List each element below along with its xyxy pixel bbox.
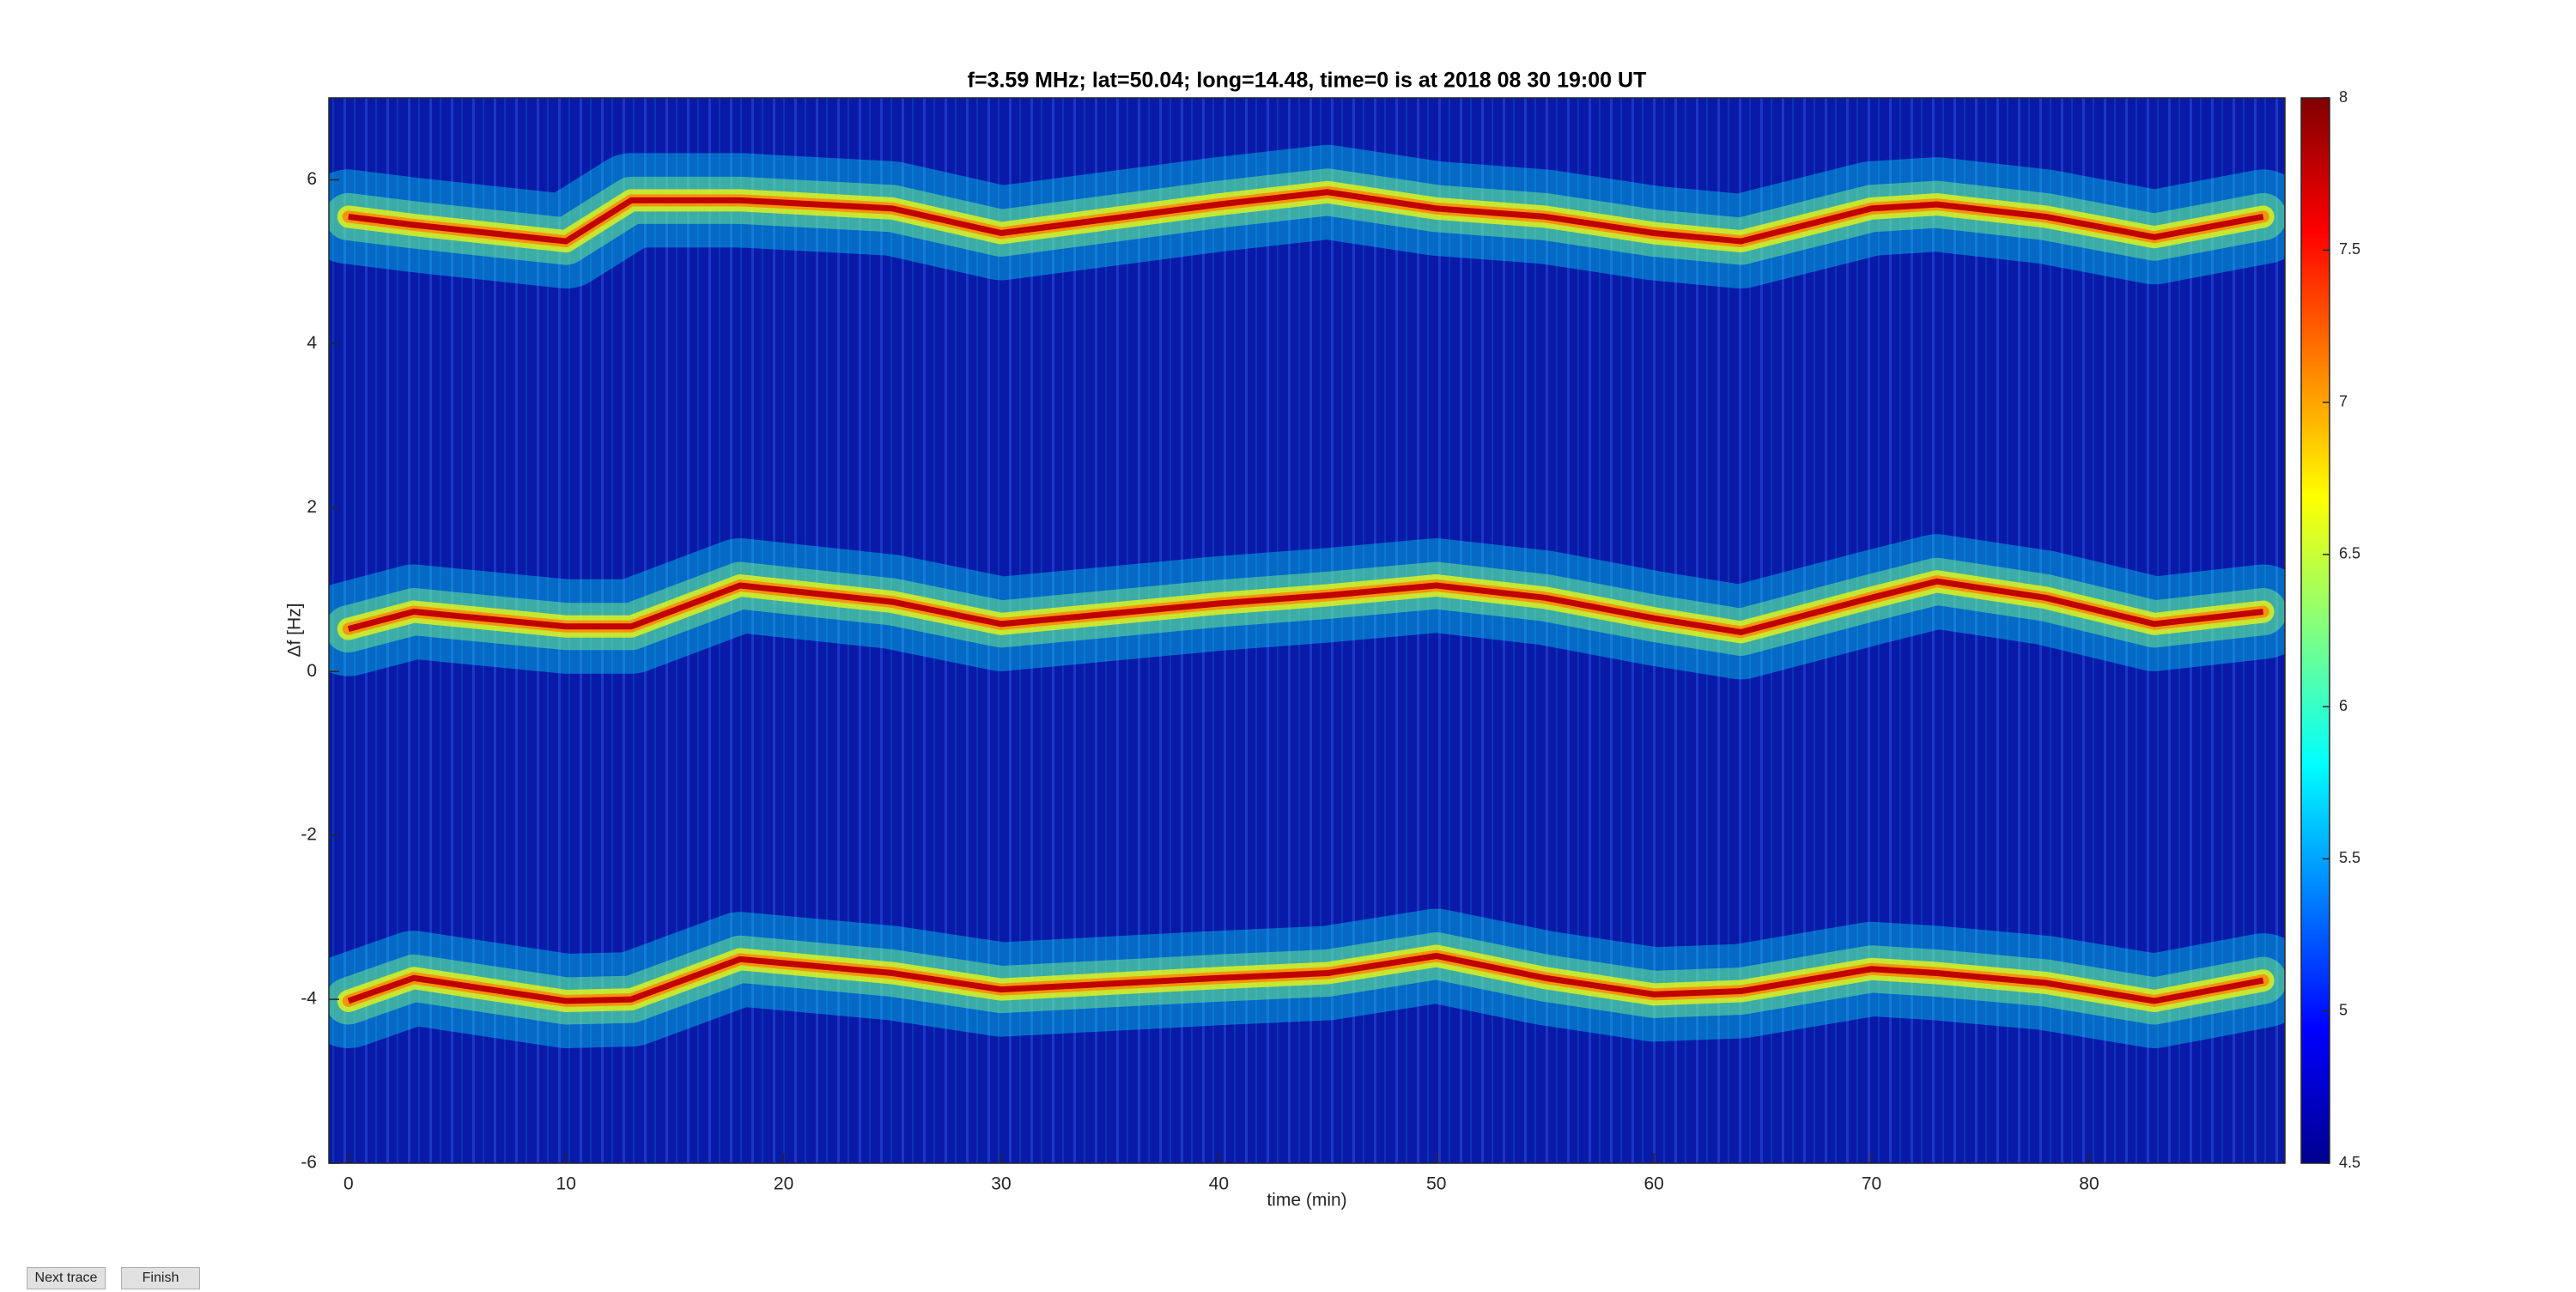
y-tick-label: 4	[307, 333, 317, 353]
x-tick-label: 80	[2079, 1174, 2099, 1194]
y-tick-label: 2	[307, 497, 317, 517]
trace	[347, 578, 2264, 635]
finish-button[interactable]: Finish	[121, 1267, 200, 1289]
colorbar-tick-label: 7	[2339, 392, 2348, 409]
colorbar-tick-label: 5	[2339, 1001, 2348, 1018]
x-tick-label: 0	[343, 1174, 354, 1194]
trace	[348, 189, 2264, 245]
colorbar-tick-label: 5.5	[2339, 849, 2360, 866]
next-trace-button[interactable]: Next trace	[27, 1267, 106, 1289]
x-tick-label: 20	[774, 1174, 793, 1194]
traces	[329, 144, 2285, 1048]
x-axis-label: time (min)	[1267, 1191, 1346, 1210]
y-tick-label: -2	[301, 825, 317, 845]
x-tick-label: 50	[1426, 1174, 1446, 1194]
colorbar-tick-label: 7.5	[2339, 240, 2360, 258]
colorbar-tick-label: 6.5	[2339, 545, 2360, 562]
trace	[347, 952, 2264, 1004]
x-tick-label: 30	[991, 1174, 1011, 1194]
figure: f=3.59 MHz; lat=50.04; long=14.48, time=…	[285, 69, 2360, 1210]
x-tick-label: 10	[556, 1174, 576, 1194]
x-tick-label: 40	[1209, 1174, 1229, 1194]
chart-title: f=3.59 MHz; lat=50.04; long=14.48, time=…	[968, 69, 1647, 93]
y-tick-label: 0	[307, 661, 317, 681]
y-tick-label: 6	[307, 169, 317, 189]
colorbar-tick-label: 4.5	[2339, 1154, 2360, 1171]
colorbar	[2300, 97, 2330, 1164]
x-tick-label: 60	[1643, 1174, 1663, 1194]
y-tick-label: -4	[301, 989, 317, 1009]
colorbar-tick-label: 8	[2339, 88, 2348, 106]
x-tick-label: 70	[1862, 1174, 1881, 1194]
colorbar-tick-label: 6	[2339, 697, 2348, 714]
plot-frame	[328, 97, 2286, 1164]
y-tick-label: -6	[301, 1153, 317, 1173]
y-axis-label: Δf [Hz]	[285, 603, 305, 657]
